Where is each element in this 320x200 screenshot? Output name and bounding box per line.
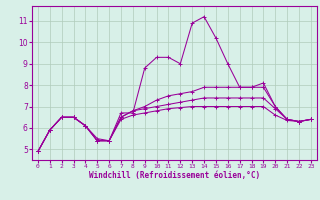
X-axis label: Windchill (Refroidissement éolien,°C): Windchill (Refroidissement éolien,°C)	[89, 171, 260, 180]
